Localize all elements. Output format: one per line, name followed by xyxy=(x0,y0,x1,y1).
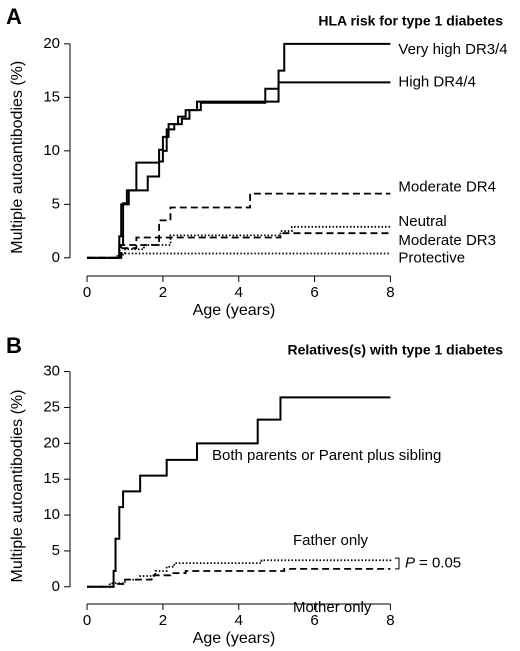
survival-curve xyxy=(87,558,392,588)
x-tick-label: 0 xyxy=(83,284,91,301)
p-value: P = 0.05 xyxy=(405,554,461,571)
chart-title: Relatives(s) with type 1 diabetes xyxy=(287,342,503,358)
bracket xyxy=(395,557,400,570)
y-tick-label: 0 xyxy=(52,578,60,595)
panel-label: A xyxy=(6,4,22,29)
survival-curve xyxy=(87,81,391,259)
survival-curve xyxy=(87,396,391,588)
x-tick-label: 6 xyxy=(310,612,318,629)
survival-curve xyxy=(87,252,391,259)
y-tick-label: 25 xyxy=(43,398,60,415)
series-label: Protective xyxy=(398,250,465,267)
x-tick-label: 4 xyxy=(235,612,243,629)
series-label: Both parents or Parent plus sibling xyxy=(212,447,441,464)
y-axis-label: Multiple autoantibodies (%) xyxy=(9,390,26,583)
series-label: Father only xyxy=(293,532,369,549)
y-tick-label: 5 xyxy=(52,195,60,212)
x-tick-label: 4 xyxy=(235,284,243,301)
panel-label: B xyxy=(6,333,22,358)
y-tick-label: 15 xyxy=(43,470,60,487)
y-tick-label: 20 xyxy=(43,35,60,52)
survival-curve xyxy=(87,192,391,259)
survival-curve xyxy=(87,42,391,259)
chart-title: HLA risk for type 1 diabetes xyxy=(318,13,503,29)
y-tick-label: 0 xyxy=(52,249,60,266)
x-tick-label: 6 xyxy=(310,284,318,301)
y-tick-label: 10 xyxy=(43,506,60,523)
series-label: Very high DR3/4 xyxy=(398,41,507,58)
y-tick-label: 20 xyxy=(43,434,60,451)
series-label: Mother only xyxy=(293,599,372,616)
p-value-text: = 0.05 xyxy=(419,554,461,571)
y-tick-label: 10 xyxy=(43,142,60,159)
series-label: Neutral xyxy=(398,213,446,230)
y-tick-label: 30 xyxy=(43,363,60,380)
y-axis-label: Multiple autoantibodies (%) xyxy=(9,61,26,254)
x-tick-label: 2 xyxy=(159,612,167,629)
series-label: Moderate DR3 xyxy=(398,232,496,249)
x-tick-label: 8 xyxy=(386,284,394,301)
x-axis-label: Age (years) xyxy=(193,630,276,647)
y-tick-label: 5 xyxy=(52,542,60,559)
survival-curve xyxy=(87,567,391,588)
x-tick-label: 8 xyxy=(386,612,394,629)
series-label: Moderate DR4 xyxy=(398,179,496,196)
p-symbol: P xyxy=(405,554,415,571)
series-label: High DR4/4 xyxy=(398,73,476,90)
x-tick-label: 0 xyxy=(83,612,91,629)
x-axis-label: Age (years) xyxy=(193,302,276,319)
y-tick-label: 15 xyxy=(43,88,60,105)
x-tick-label: 2 xyxy=(159,284,167,301)
